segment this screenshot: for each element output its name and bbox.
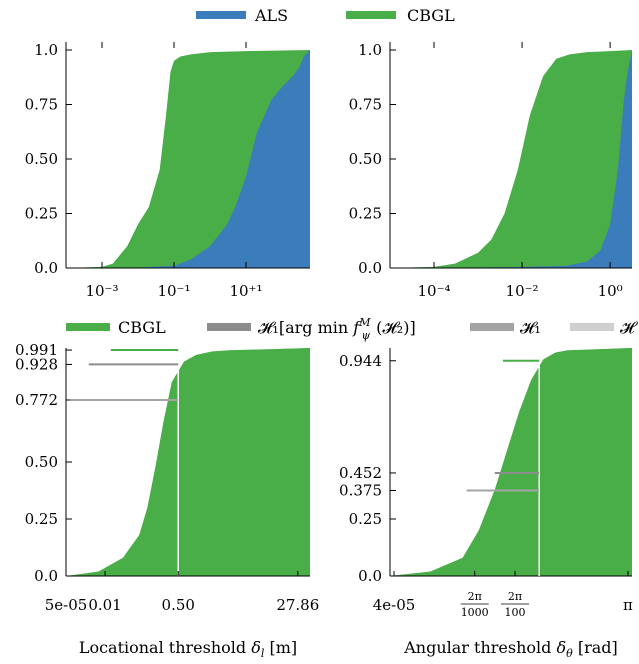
y-tick-label: 0.0 <box>34 567 58 585</box>
x-tick-label: 10⁰ <box>598 282 623 300</box>
x-tick-label: 10⁻¹ <box>157 282 190 300</box>
legend-label: ALS <box>254 6 288 25</box>
y-tick-label: 0.25 <box>25 205 58 223</box>
als-area <box>66 50 310 268</box>
cbgl-area <box>390 50 632 268</box>
y-tick-label: 0.50 <box>25 453 58 471</box>
y-tick-label: 0.452 <box>339 464 382 482</box>
y-tick-label: 0.50 <box>349 150 382 168</box>
y-tick-label: 0.75 <box>25 96 58 114</box>
y-tick-label: 0.928 <box>15 355 58 373</box>
svg-text:1000: 1000 <box>461 606 489 619</box>
y-tick-label: 0.772 <box>15 391 58 409</box>
y-tick-label: 0.0 <box>358 259 382 277</box>
y-tick-label: 0.375 <box>339 482 382 500</box>
x-tick-label: 2π 1000 <box>460 590 489 619</box>
svg-text:2π: 2π <box>468 590 482 603</box>
x-tick-label: 0.01 <box>88 596 121 614</box>
y-tick-label: 0.0 <box>34 259 58 277</box>
legend-label: 𝓗₁ <box>520 318 541 337</box>
als-area <box>390 50 632 268</box>
x-tick-label: 5e-05 <box>45 596 88 614</box>
svg-text:2π: 2π <box>508 590 522 603</box>
y-tick-label: 0.944 <box>339 352 382 370</box>
x-tick-label: 0.50 <box>162 596 195 614</box>
x-tick-label: 4e-05 <box>373 596 416 614</box>
legend-label: 𝓗₁[arg min fM ψ (𝓗₂)] <box>258 316 416 342</box>
y-tick-label: 0.25 <box>349 510 382 528</box>
y-tick-label: 0.991 <box>15 341 58 359</box>
y-tick-label: 0.0 <box>358 567 382 585</box>
x-tick-label: 10⁻² <box>506 282 539 300</box>
x-tick-label: 10⁻³ <box>85 282 118 300</box>
x-axis-label: Locational threshold δl [m] <box>79 638 297 660</box>
x-axis-label: Angular threshold δθ [rad] <box>403 638 618 660</box>
y-tick-label: 1.0 <box>358 41 382 59</box>
y-tick-label: 0.75 <box>349 96 382 114</box>
y-tick-label: 0.25 <box>349 205 382 223</box>
x-tick-label: π <box>623 596 633 614</box>
x-tick-label: 10⁺¹ <box>229 282 262 300</box>
y-tick-label: 1.0 <box>34 41 58 59</box>
legend-label: 𝓗 <box>620 318 638 337</box>
y-tick-label: 0.50 <box>25 150 58 168</box>
svg-text:100: 100 <box>505 606 526 619</box>
cdf-area <box>390 348 632 576</box>
legend-label: CBGL <box>118 318 166 337</box>
y-tick-label: 0.25 <box>25 510 58 528</box>
x-tick-label: 10⁻⁴ <box>418 282 451 300</box>
cdf-area <box>66 348 310 576</box>
x-tick-label: 27.86 <box>276 596 319 614</box>
legend-label: CBGL <box>407 6 455 25</box>
